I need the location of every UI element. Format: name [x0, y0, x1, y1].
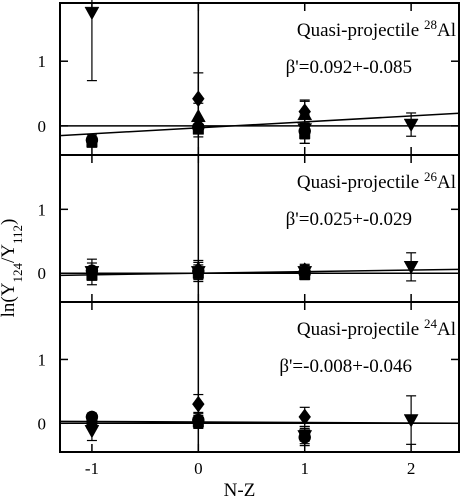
data-point-triangle-down — [403, 414, 419, 428]
panel-title: Quasi-projectile 24Al — [297, 316, 456, 341]
fit-line — [59, 420, 460, 425]
fit-line — [59, 268, 460, 277]
y-axis-label-sub2: 112 — [10, 225, 25, 244]
panel-beta: β'=0.092+-0.085 — [286, 57, 412, 78]
y-axis-label-sub1: 124 — [10, 263, 25, 283]
data-point-triangle-down — [403, 260, 419, 275]
panel-26al: 0 1 Quasi-projectile 26Al β'=0.025+-0.029 — [38, 154, 460, 303]
panel-title-mass: 24 — [424, 316, 438, 331]
data-point-circle — [298, 266, 311, 280]
panel-title-prefix: Quasi-projectile — [297, 172, 424, 193]
panel-title: Quasi-projectile 26Al — [297, 169, 456, 194]
panel-title-element: Al — [437, 20, 456, 41]
y-axis-label: ln(Y124/Y112) — [0, 219, 25, 318]
panel-title-mass: 26 — [424, 169, 438, 184]
panel-title-prefix: Quasi-projectile — [297, 319, 424, 340]
y-axis-label-prefix: ln(Y — [0, 282, 19, 317]
panel-28al: 0 1 Quasi-projectile 28Al β'=0.092+-0.085 — [38, 0, 460, 156]
y-tick-label: 1 — [38, 200, 47, 219]
x-tick-label: 0 — [194, 459, 203, 478]
panel-title-element: Al — [437, 319, 456, 340]
y-tick-label: 0 — [38, 117, 47, 136]
y-tick-label: 0 — [38, 264, 47, 283]
data-point-circle — [298, 431, 311, 444]
x-axis: -1 0 1 2 — [85, 459, 416, 478]
panel-frame — [59, 301, 460, 453]
panel-beta: β'=0.025+-0.029 — [286, 209, 412, 230]
y-axis-label-suffix: ) — [0, 219, 19, 225]
data-point-circle — [85, 264, 99, 277]
data-point-circle — [298, 124, 311, 138]
panel-title-element: Al — [437, 172, 456, 193]
x-tick-label: 1 — [300, 459, 309, 478]
y-tick-label: 1 — [38, 350, 47, 369]
data-point-circle — [192, 265, 205, 278]
panel-title-prefix: Quasi-projectile — [297, 20, 424, 41]
data-point-diamond — [298, 408, 311, 426]
data-point-circle — [85, 133, 99, 147]
fit-line — [59, 112, 460, 137]
panel-title: Quasi-projectile 28Al — [297, 17, 456, 42]
data-point-diamond — [192, 395, 205, 413]
title-background — [205, 316, 458, 341]
panel-24al: 0 1 Quasi-projectile 24Al β'=-0.008+-0.046 — [38, 301, 460, 453]
y-tick-label: 1 — [38, 52, 47, 71]
title-background — [205, 169, 458, 194]
y-axis-label-mid: /Y — [0, 244, 19, 263]
data-point-triangle-up — [297, 106, 313, 121]
data-point-circle — [192, 120, 205, 134]
y-tick-label: 0 — [38, 414, 47, 433]
data-point-circle — [192, 413, 205, 427]
x-tick-label: 2 — [407, 459, 416, 478]
panel-beta: β'=-0.008+-0.046 — [279, 356, 412, 377]
title-background — [205, 17, 458, 42]
data-point-triangle-down — [403, 118, 419, 133]
data-point-circle — [85, 410, 99, 424]
data-point-triangle-up — [190, 108, 206, 123]
x-tick-label: -1 — [85, 459, 99, 478]
x-axis-label: N-Z — [224, 480, 256, 499]
panel-title-mass: 28 — [424, 17, 437, 32]
